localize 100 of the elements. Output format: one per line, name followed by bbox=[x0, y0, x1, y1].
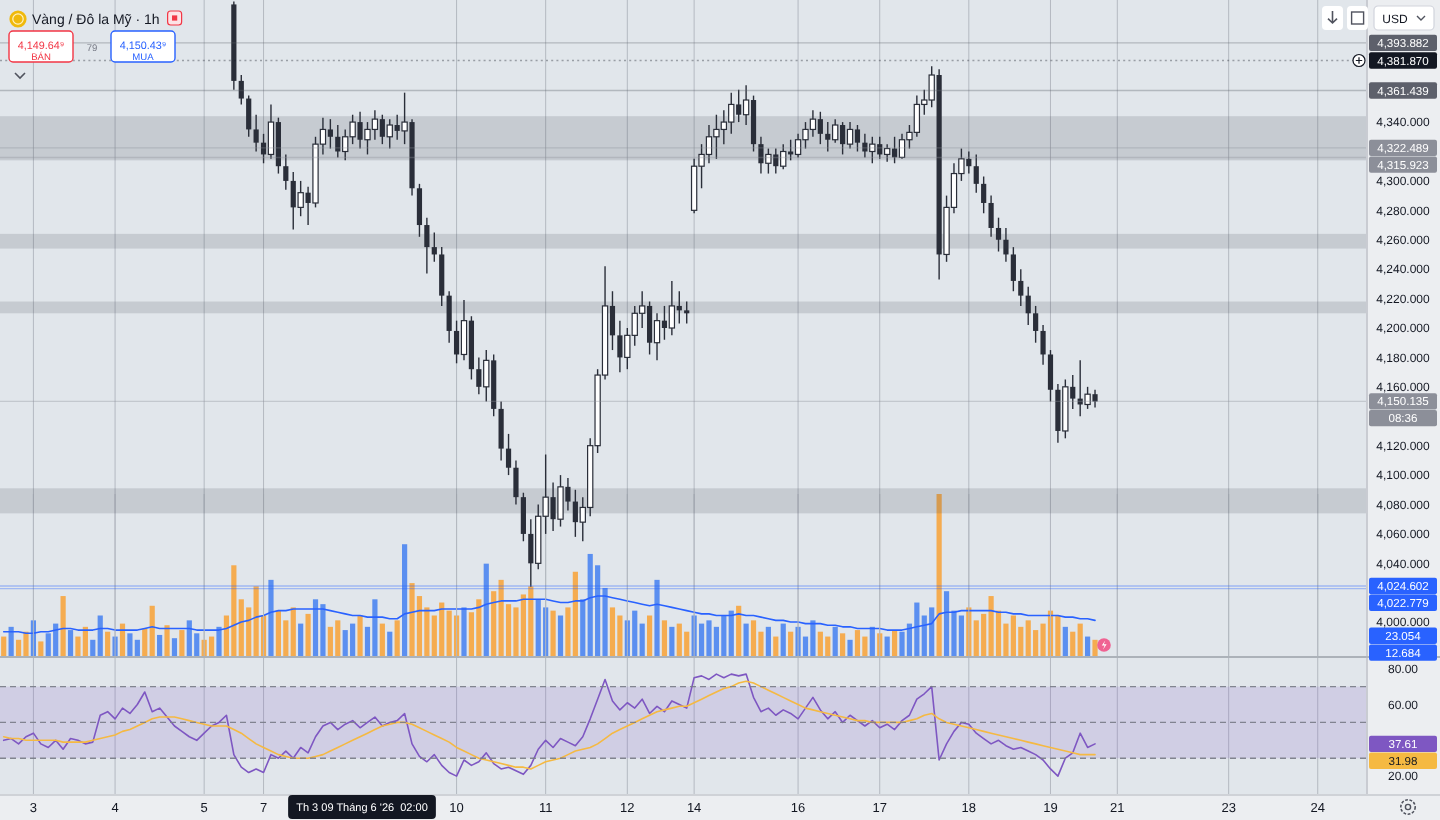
candlestick bbox=[335, 124, 341, 159]
bar bbox=[958, 615, 964, 656]
bar bbox=[698, 623, 705, 656]
candlestick bbox=[780, 143, 787, 170]
bar bbox=[15, 639, 22, 656]
candlestick bbox=[238, 74, 244, 106]
candlestick bbox=[275, 116, 281, 175]
bar bbox=[60, 596, 66, 656]
bar bbox=[854, 630, 861, 656]
bar bbox=[1062, 626, 1068, 656]
candlestick bbox=[877, 136, 883, 160]
candlestick bbox=[1055, 383, 1061, 444]
candlestick bbox=[1018, 268, 1024, 307]
candlestick bbox=[794, 133, 802, 159]
candlestick bbox=[831, 118, 839, 144]
bar bbox=[765, 626, 771, 656]
candlestick bbox=[705, 124, 713, 164]
bar bbox=[847, 639, 853, 656]
bar bbox=[149, 605, 155, 656]
bar bbox=[528, 586, 534, 656]
bar bbox=[840, 633, 846, 656]
bar bbox=[773, 636, 779, 656]
candlestick bbox=[431, 231, 437, 263]
bar bbox=[1077, 623, 1083, 656]
candlestick bbox=[736, 89, 742, 123]
bar bbox=[476, 599, 482, 656]
candlestick bbox=[446, 290, 452, 344]
bar bbox=[646, 615, 653, 656]
candlestick bbox=[550, 481, 556, 532]
bar bbox=[67, 630, 74, 656]
bar bbox=[780, 623, 786, 656]
bar bbox=[483, 563, 489, 656]
candlestick bbox=[758, 136, 764, 175]
bar bbox=[550, 610, 556, 656]
bar bbox=[53, 623, 59, 656]
bar bbox=[810, 620, 816, 656]
candlestick bbox=[750, 94, 757, 153]
bar bbox=[387, 631, 393, 656]
bar bbox=[305, 613, 311, 656]
bar bbox=[164, 625, 170, 656]
bar bbox=[832, 626, 838, 656]
bar bbox=[788, 631, 794, 656]
candlestick bbox=[854, 124, 861, 153]
bar bbox=[557, 615, 564, 656]
bar bbox=[208, 636, 215, 656]
candlestick bbox=[1025, 286, 1031, 326]
candlestick bbox=[1040, 324, 1046, 366]
candlestick bbox=[498, 400, 504, 462]
bar bbox=[1025, 620, 1031, 656]
candlestick bbox=[513, 459, 519, 506]
bar bbox=[661, 620, 668, 656]
bar bbox=[669, 626, 675, 656]
bar bbox=[1085, 636, 1091, 656]
candlestick bbox=[557, 474, 564, 528]
candlestick bbox=[720, 109, 728, 145]
candlestick bbox=[483, 349, 490, 403]
candlestick bbox=[668, 280, 676, 337]
bar bbox=[884, 636, 890, 656]
candlestick bbox=[1047, 349, 1054, 403]
bar bbox=[891, 630, 898, 656]
bar bbox=[446, 610, 452, 656]
bar bbox=[97, 615, 103, 656]
candlestick bbox=[825, 121, 831, 153]
bar bbox=[402, 544, 408, 656]
bar bbox=[736, 605, 742, 656]
bar bbox=[498, 579, 504, 656]
candlestick bbox=[661, 305, 668, 341]
bar bbox=[817, 631, 823, 656]
candlestick bbox=[505, 433, 512, 476]
candlestick bbox=[1062, 378, 1069, 440]
candlestick bbox=[357, 111, 363, 150]
candlestick bbox=[453, 319, 460, 364]
candlestick bbox=[713, 114, 720, 160]
candlestick bbox=[817, 111, 823, 145]
candlestick bbox=[809, 109, 817, 138]
bar bbox=[535, 599, 541, 656]
bar bbox=[899, 631, 905, 656]
bar bbox=[587, 553, 593, 656]
bar bbox=[127, 633, 133, 656]
bar bbox=[268, 579, 274, 656]
bar bbox=[572, 571, 578, 656]
candlestick bbox=[439, 246, 445, 307]
bar bbox=[342, 630, 348, 656]
candlestick bbox=[460, 299, 468, 362]
bar bbox=[862, 636, 868, 656]
bar bbox=[721, 615, 727, 656]
candlestick bbox=[424, 216, 430, 275]
candlestick bbox=[572, 489, 578, 538]
bar bbox=[38, 641, 44, 656]
candlestick bbox=[246, 94, 252, 138]
bar bbox=[461, 607, 467, 656]
bar bbox=[372, 599, 378, 656]
candlestick bbox=[1033, 305, 1039, 344]
bar bbox=[216, 626, 222, 656]
bar bbox=[929, 607, 935, 656]
bar bbox=[312, 599, 319, 656]
candlestick bbox=[788, 139, 794, 162]
candlestick bbox=[1003, 227, 1009, 263]
candlestick bbox=[653, 312, 661, 362]
bar bbox=[1010, 615, 1016, 656]
